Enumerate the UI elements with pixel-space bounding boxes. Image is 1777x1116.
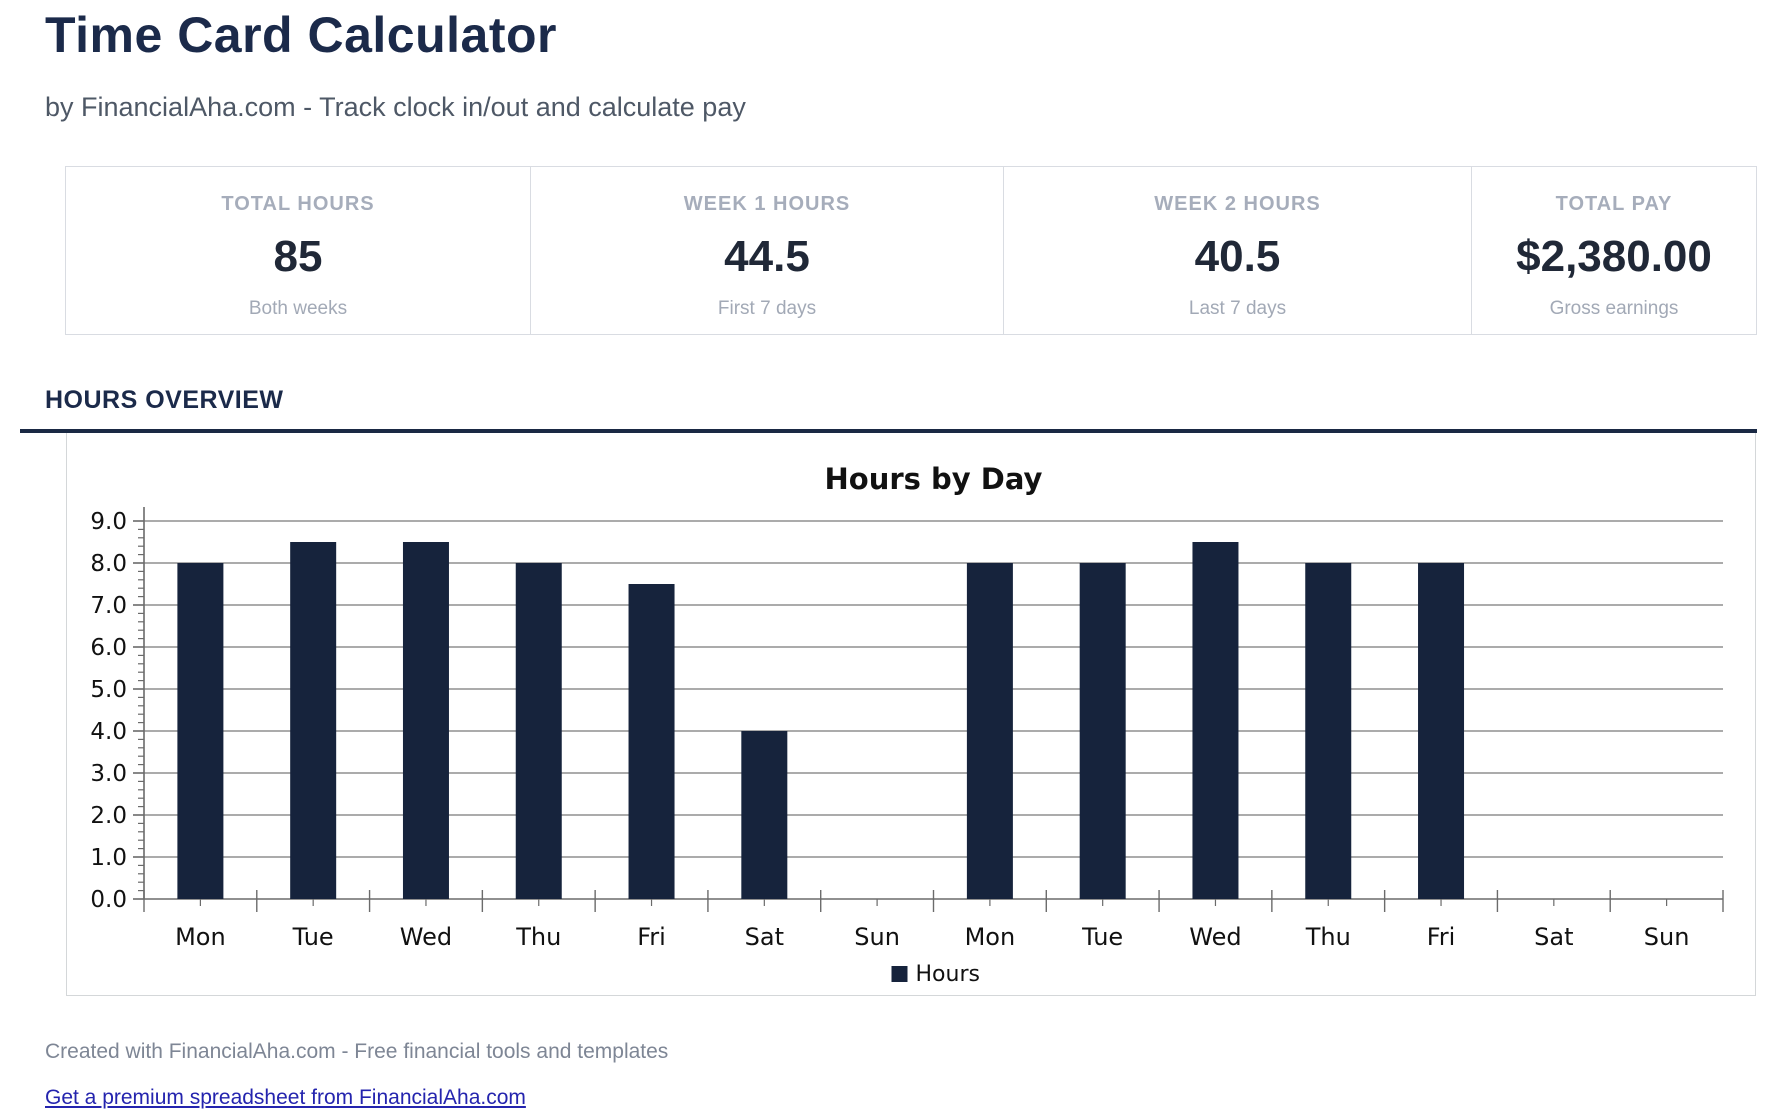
stat-label: WEEK 1 HOURS: [683, 193, 851, 215]
svg-text:Mon: Mon: [175, 923, 226, 951]
stat-card-total-hours: TOTAL HOURS 85 Both weeks: [66, 167, 530, 334]
stat-label: WEEK 2 HOURS: [1154, 193, 1321, 215]
svg-text:Thu: Thu: [515, 923, 561, 951]
svg-text:Sun: Sun: [854, 923, 900, 951]
stat-label: TOTAL HOURS: [221, 193, 375, 215]
svg-text:2.0: 2.0: [90, 803, 127, 829]
svg-text:Fri: Fri: [1427, 923, 1456, 951]
svg-text:9.0: 9.0: [90, 509, 127, 535]
stat-label: TOTAL PAY: [1555, 193, 1673, 215]
svg-text:4.0: 4.0: [90, 719, 127, 745]
svg-text:Fri: Fri: [637, 923, 666, 951]
svg-text:Wed: Wed: [1189, 923, 1241, 951]
svg-text:Wed: Wed: [400, 923, 452, 951]
svg-text:8.0: 8.0: [90, 551, 127, 577]
svg-text:3.0: 3.0: [90, 761, 127, 787]
hours-by-day-chart: Hours by Day 0.0 1.0 2.0 3.0 4.0 5.0 6.0 7.0 8.0 9…: [66, 433, 1756, 996]
svg-text:Sat: Sat: [745, 923, 784, 951]
svg-text:Thu: Thu: [1305, 923, 1351, 951]
summary-stats-row: TOTAL HOURS 85 Both weeks WEEK 1 HOURS 4…: [65, 166, 1757, 335]
svg-text:Tue: Tue: [1081, 923, 1123, 951]
section-title-hours-overview: HOURS OVERVIEW: [45, 386, 284, 414]
footer-credit-text: Created with FinancialAha.com - Free fin…: [45, 1040, 669, 1063]
stat-card-total-pay: TOTAL PAY $2,380.00 Gross earnings: [1471, 167, 1756, 334]
svg-text:Tue: Tue: [292, 923, 334, 951]
bar-chart-canvas: Hours by Day 0.0 1.0 2.0 3.0 4.0 5.0 6.0 7.0 8.0 9…: [90, 462, 1724, 987]
page-subtitle: by FinancialAha.com - Track clock in/out…: [45, 92, 746, 122]
svg-text:0.0: 0.0: [90, 887, 127, 913]
stat-subtext: Both weeks: [248, 298, 348, 319]
svg-text:5.0: 5.0: [90, 677, 127, 703]
stat-subtext: First 7 days: [717, 298, 817, 319]
stat-value: $2,380.00: [1516, 232, 1712, 281]
section-divider-rule: [20, 429, 1757, 433]
stat-value: 44.5: [724, 232, 810, 281]
stat-subtext: Last 7 days: [1188, 298, 1287, 319]
svg-text:6.0: 6.0: [90, 635, 127, 661]
stat-value: 40.5: [1194, 232, 1281, 281]
svg-text:7.0: 7.0: [90, 593, 127, 619]
stat-value: 85: [273, 232, 323, 281]
stat-subtext: Gross earnings: [1549, 298, 1679, 319]
svg-text:Sat: Sat: [1534, 923, 1573, 951]
premium-spreadsheet-link[interactable]: Get a premium spreadsheet from Financial…: [45, 1086, 526, 1109]
stat-card-week1-hours: WEEK 1 HOURS 44.5 First 7 days: [530, 167, 1003, 334]
page-title: Time Card Calculator: [45, 7, 558, 63]
svg-text:Mon: Mon: [965, 923, 1016, 951]
svg-text:Hours by Day: Hours by Day: [825, 462, 1043, 496]
svg-text:Hours: Hours: [916, 962, 980, 987]
svg-text:Sun: Sun: [1644, 923, 1690, 951]
stat-card-week2-hours: WEEK 2 HOURS 40.5 Last 7 days: [1003, 167, 1471, 334]
svg-text:1.0: 1.0: [90, 845, 127, 871]
